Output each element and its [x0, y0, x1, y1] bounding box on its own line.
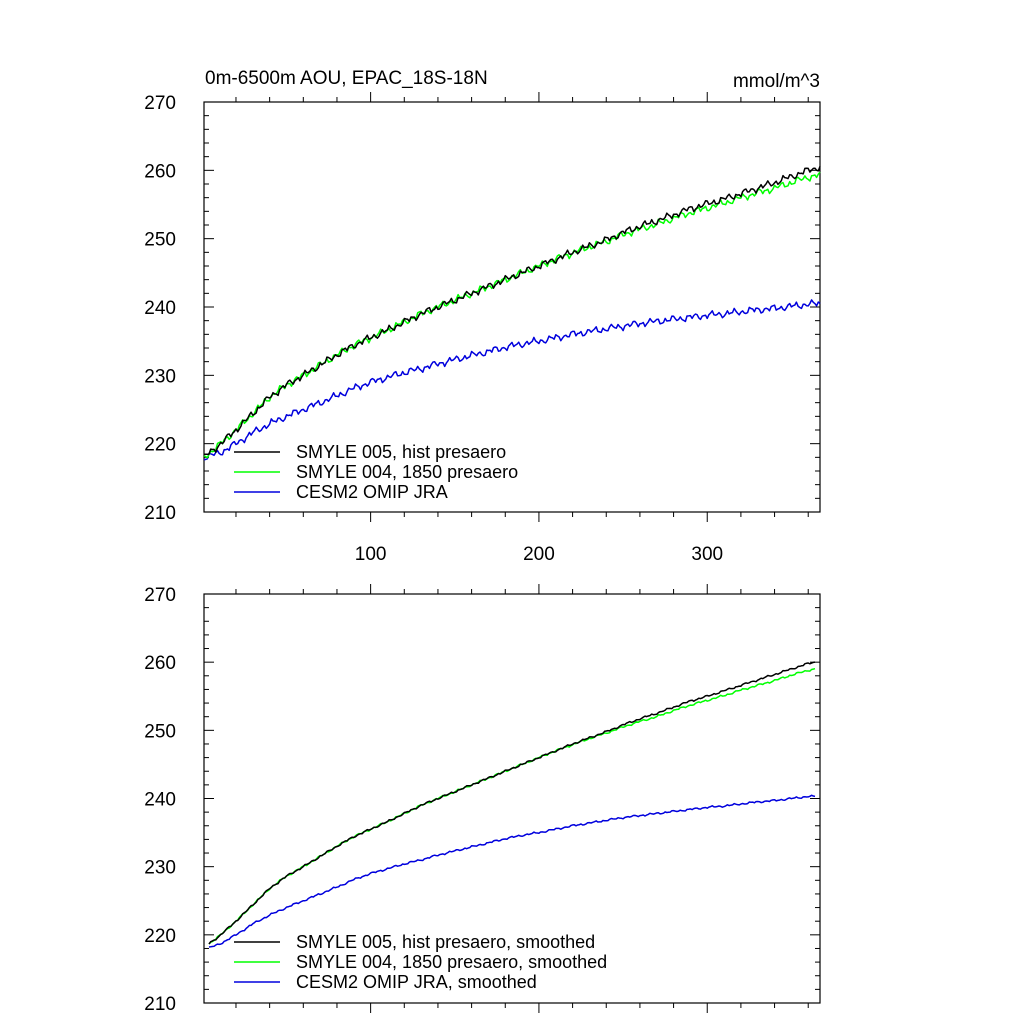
legend-label: SMYLE 004, 1850 presaero	[296, 462, 518, 482]
y-tick-label: 240	[144, 790, 176, 811]
x-tick-label: 200	[523, 544, 555, 565]
x-tick-label: 300	[691, 544, 723, 565]
y-tick-label: 230	[144, 858, 176, 879]
y-tick-label: 270	[144, 585, 176, 606]
legend-label: SMYLE 004, 1850 presaero, smoothed	[296, 952, 607, 972]
legend-label: SMYLE 005, hist presaero, smoothed	[296, 932, 595, 952]
y-tick-label: 210	[144, 503, 176, 524]
figure-title: 0m-6500m AOU, EPAC_18S-18N	[205, 68, 488, 89]
legend-label: SMYLE 005, hist presaero	[296, 442, 506, 462]
legend-label: CESM2 OMIP JRA, smoothed	[296, 972, 537, 992]
y-tick-label: 260	[144, 653, 176, 674]
series-line	[203, 171, 821, 459]
y-tick-label: 250	[144, 721, 176, 742]
figure-units: mmol/m^3	[733, 71, 820, 92]
y-tick-label: 220	[144, 926, 176, 947]
top-panel: 210 220 230 240 250 260 270 100 200 300 SMYLE 005,…	[144, 92, 821, 565]
y-tick-label: 220	[144, 435, 176, 456]
y-tick-label: 270	[144, 93, 176, 114]
series-line	[204, 166, 821, 455]
y-tick-label: 210	[144, 994, 176, 1015]
y-tick-label: 240	[144, 298, 176, 319]
legend-label: CESM2 OMIP JRA	[296, 482, 448, 502]
series-line	[203, 299, 821, 461]
y-tick-label: 250	[144, 230, 176, 251]
y-tick-label: 260	[144, 161, 176, 182]
series-line	[208, 794, 816, 948]
bottom-panel: 210 220 230 240 250 260 270 SMYLE 005, hist pre…	[144, 584, 821, 1015]
x-tick-label: 100	[355, 544, 387, 565]
series-line	[208, 661, 816, 945]
y-tick-label: 230	[144, 366, 176, 387]
